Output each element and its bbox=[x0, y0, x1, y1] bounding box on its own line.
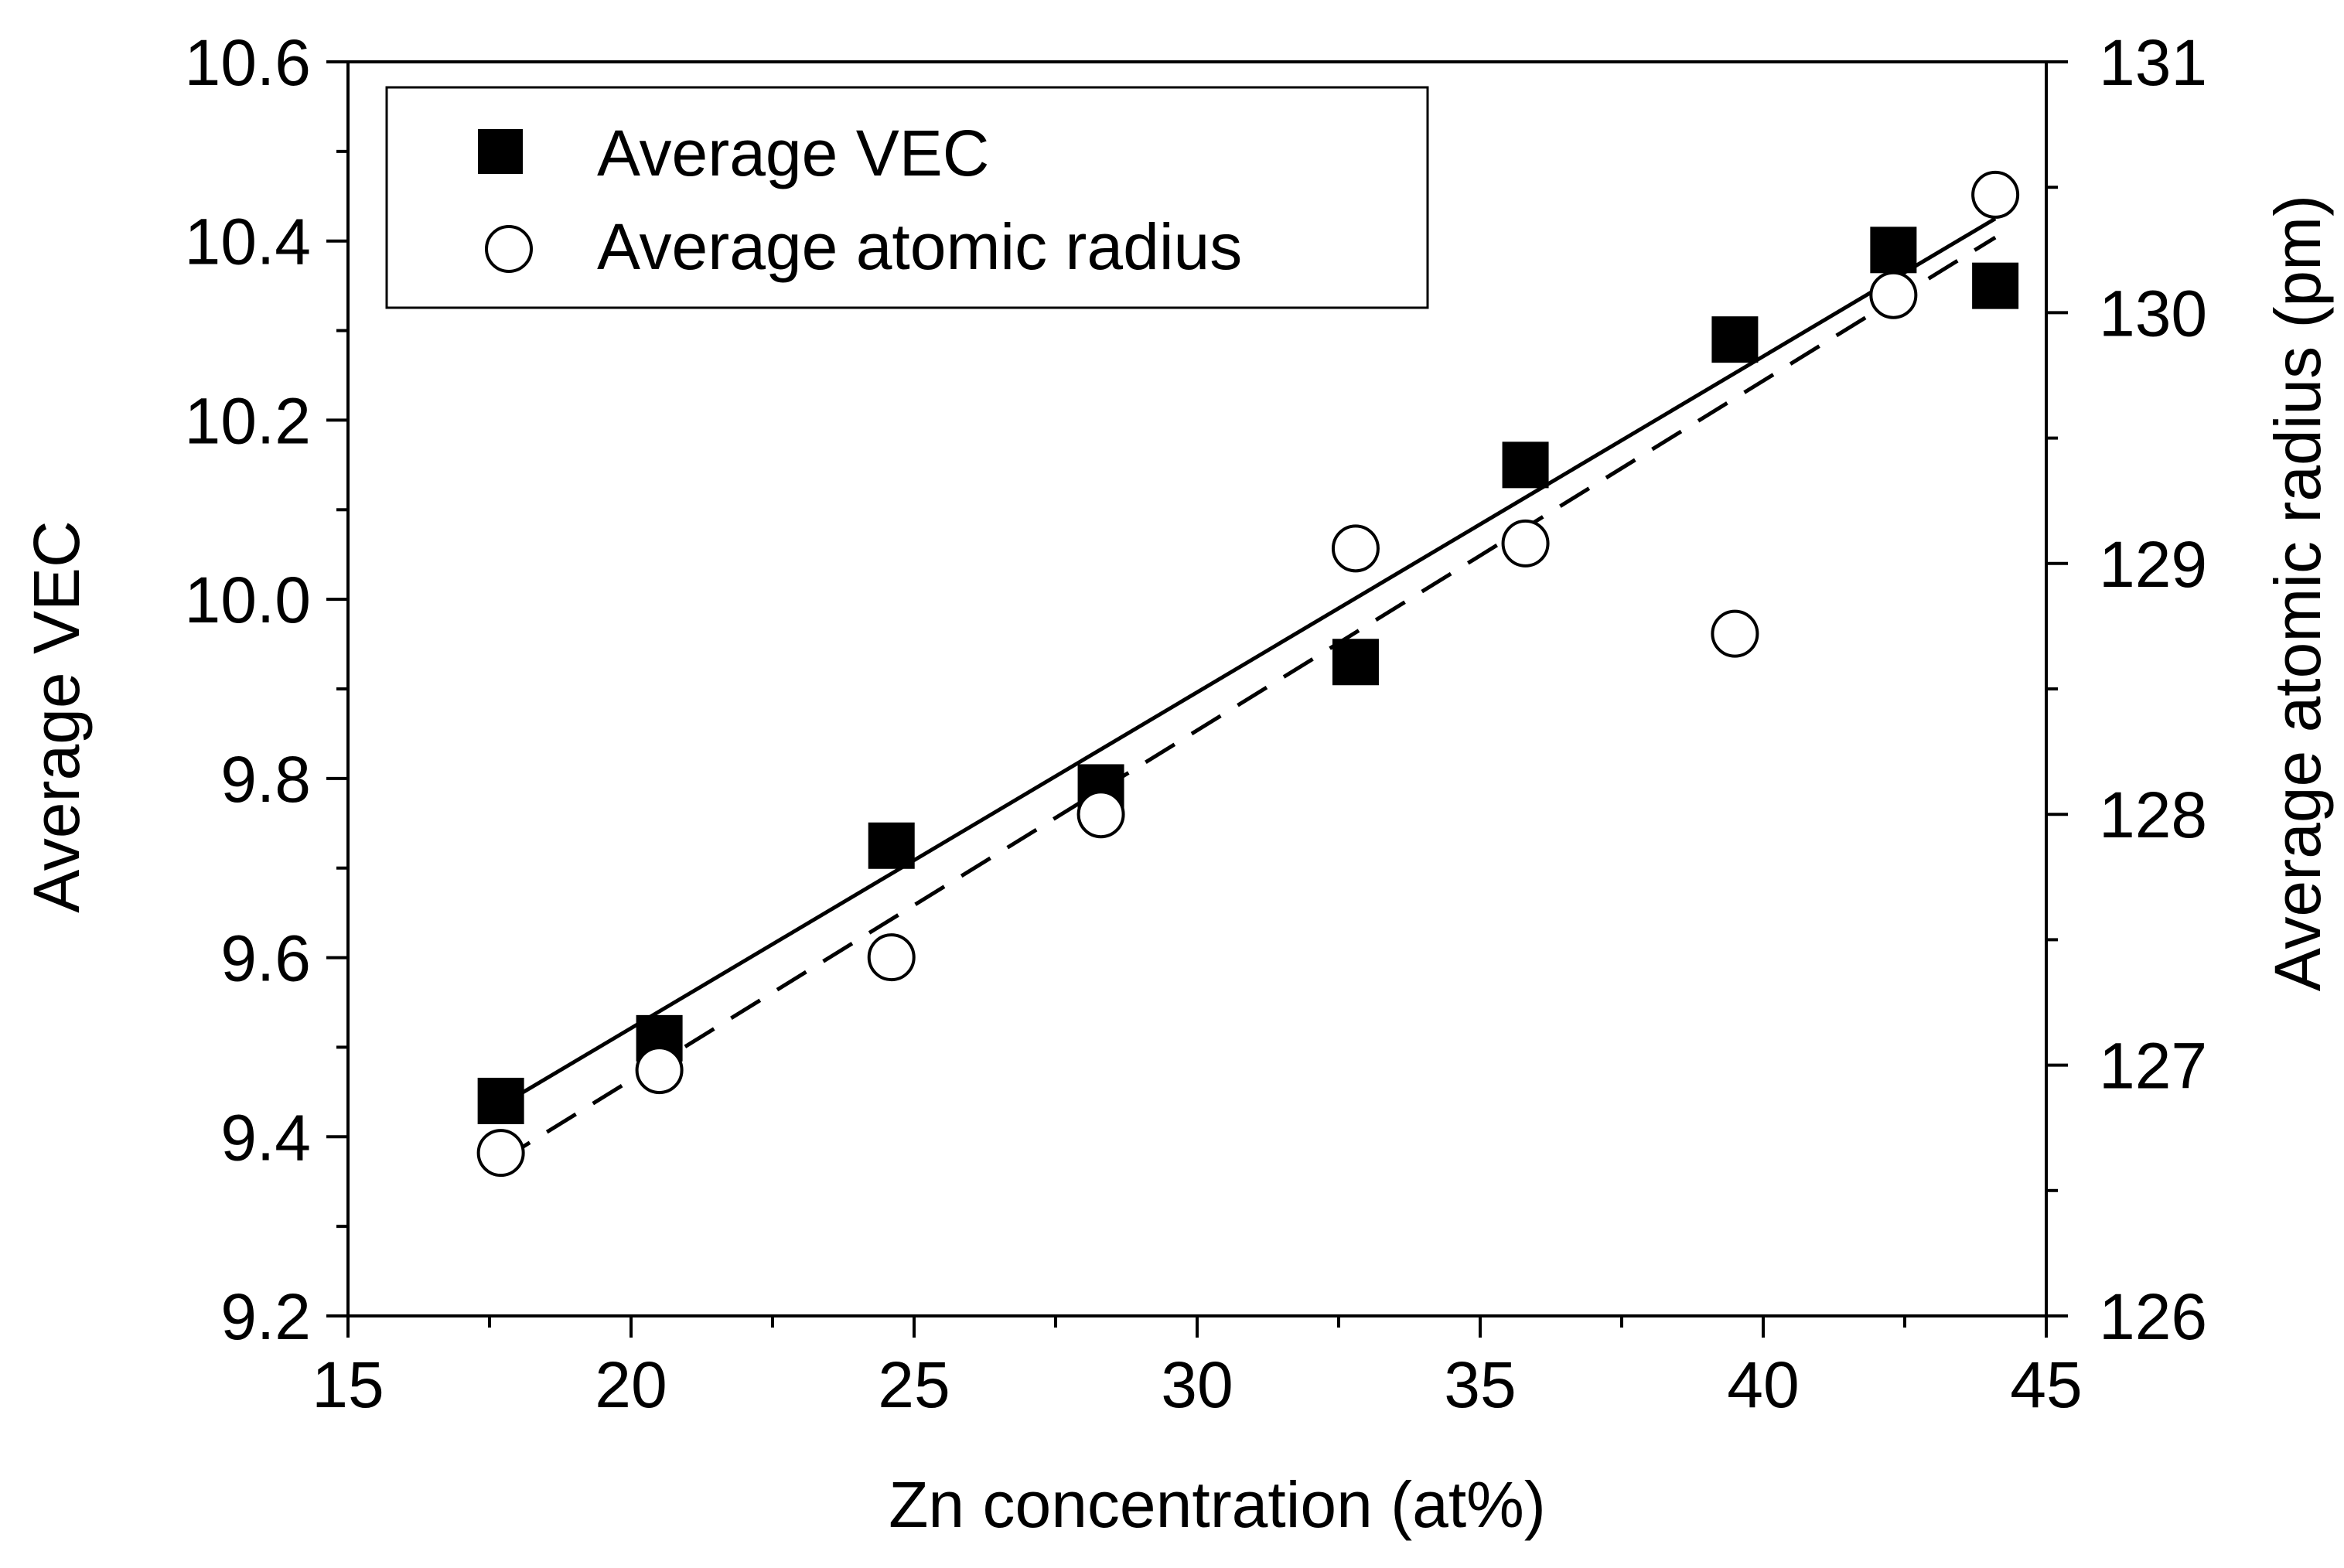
legend-label-average-vec: Average VEC bbox=[597, 117, 989, 189]
y-tick-label-9-2: 9.2 bbox=[220, 1280, 311, 1353]
average-vec-point-4 bbox=[1332, 639, 1379, 686]
average-vec-point-2 bbox=[868, 822, 915, 869]
y-tick-label-10-6: 10.6 bbox=[185, 26, 312, 99]
average-atomic-radius-point-5 bbox=[1501, 519, 1550, 568]
y-tick-label-9-4: 9.4 bbox=[220, 1101, 311, 1174]
y-axis-title-left: Average VEC bbox=[20, 520, 93, 912]
legend: Average VEC Average atomic radius bbox=[385, 86, 1429, 309]
y2-tick-label-131: 131 bbox=[2099, 26, 2207, 99]
data-points bbox=[476, 170, 2020, 1178]
x-tick-label-25: 25 bbox=[878, 1348, 950, 1421]
fit-line-average-vec bbox=[500, 216, 1997, 1107]
average-vec-point-5 bbox=[1502, 441, 1549, 489]
legend-label-average-atomic-radius: Average atomic radius bbox=[597, 210, 1242, 283]
average-atomic-radius-point-7 bbox=[1869, 271, 1918, 319]
average-atomic-radius-point-8 bbox=[1971, 170, 2020, 219]
x-tick-label-35: 35 bbox=[1444, 1348, 1516, 1421]
y-tick-label-10: 10.0 bbox=[185, 564, 312, 636]
average-vec-point-7 bbox=[1870, 227, 1917, 274]
x-tick-label-40: 40 bbox=[1727, 1348, 1799, 1421]
average-atomic-radius-point-4 bbox=[1331, 524, 1380, 573]
average-vec-point-0 bbox=[477, 1077, 524, 1124]
legend-marker-average-vec bbox=[478, 129, 523, 174]
fit-line-average-atomic-radius bbox=[500, 235, 1997, 1162]
average-atomic-radius-point-1 bbox=[635, 1046, 684, 1095]
x-tick-label-30: 30 bbox=[1161, 1348, 1233, 1421]
y2-tick-label-126: 126 bbox=[2099, 1280, 2207, 1353]
legend-box bbox=[385, 86, 1429, 309]
y-tick-label-9-8: 9.8 bbox=[220, 743, 311, 816]
y2-tick-label-128: 128 bbox=[2099, 779, 2207, 851]
average-atomic-radius-point-2 bbox=[867, 933, 916, 982]
y-tick-label-10-4: 10.4 bbox=[185, 206, 312, 278]
legend-marker-average-atomic-radius bbox=[485, 225, 533, 273]
x-tick-label-15: 15 bbox=[312, 1348, 384, 1421]
y2-tick-label-129: 129 bbox=[2099, 528, 2207, 601]
x-tick-label-45: 45 bbox=[2010, 1348, 2082, 1421]
y2-tick-label-130: 130 bbox=[2099, 277, 2207, 349]
average-vec-point-8 bbox=[1972, 262, 2019, 309]
average-atomic-radius-point-3 bbox=[1076, 790, 1125, 839]
average-atomic-radius-point-0 bbox=[476, 1129, 525, 1178]
fit-lines bbox=[500, 216, 1997, 1162]
y-tick-label-10-2: 10.2 bbox=[185, 384, 312, 457]
y-axis-title-right: Average atomic radius (pm) bbox=[2261, 195, 2334, 991]
average-vec-point-6 bbox=[1711, 316, 1759, 363]
y2-tick-label-127: 127 bbox=[2099, 1030, 2207, 1103]
y-tick-label-9-6: 9.6 bbox=[220, 922, 311, 995]
x-axis-title: Zn concentration (at%) bbox=[889, 1468, 1546, 1541]
axis-ticks: 15 20 25 30 35 40 45 9.2 9.4 9.6 9.8 10.0 10.2 10.4 10… bbox=[185, 26, 2208, 1421]
average-atomic-radius-point-6 bbox=[1711, 609, 1759, 658]
x-tick-label-20: 20 bbox=[595, 1348, 667, 1421]
